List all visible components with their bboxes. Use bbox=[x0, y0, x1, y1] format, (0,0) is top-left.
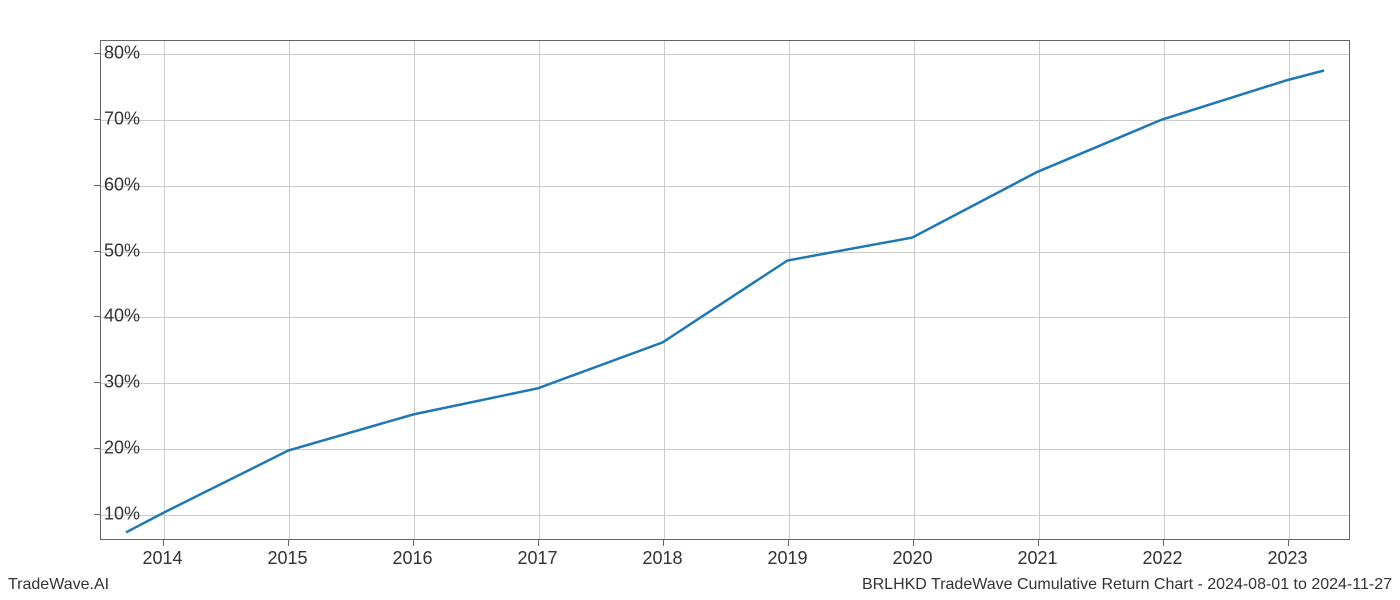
x-tick-mark bbox=[1288, 540, 1289, 546]
x-tick-mark bbox=[663, 540, 664, 546]
x-tick-mark bbox=[413, 540, 414, 546]
x-tick-label: 2014 bbox=[142, 548, 182, 569]
y-tick-mark bbox=[94, 119, 100, 120]
y-tick-label: 40% bbox=[80, 306, 140, 327]
y-tick-mark bbox=[94, 316, 100, 317]
x-tick-mark bbox=[1163, 540, 1164, 546]
y-tick-mark bbox=[94, 53, 100, 54]
y-tick-label: 80% bbox=[80, 43, 140, 64]
y-tick-mark bbox=[94, 514, 100, 515]
y-tick-label: 70% bbox=[80, 108, 140, 129]
x-tick-label: 2019 bbox=[767, 548, 807, 569]
y-tick-label: 60% bbox=[80, 174, 140, 195]
y-tick-label: 10% bbox=[80, 503, 140, 524]
x-tick-label: 2021 bbox=[1017, 548, 1057, 569]
x-tick-label: 2022 bbox=[1142, 548, 1182, 569]
x-tick-label: 2016 bbox=[392, 548, 432, 569]
y-tick-mark bbox=[94, 448, 100, 449]
x-tick-mark bbox=[538, 540, 539, 546]
x-tick-label: 2023 bbox=[1267, 548, 1307, 569]
y-tick-mark bbox=[94, 382, 100, 383]
x-tick-mark bbox=[288, 540, 289, 546]
x-tick-mark bbox=[163, 540, 164, 546]
footer-right-text: BRLHKD TradeWave Cumulative Return Chart… bbox=[862, 576, 1392, 594]
x-tick-label: 2017 bbox=[517, 548, 557, 569]
y-tick-label: 20% bbox=[80, 437, 140, 458]
data-line bbox=[126, 70, 1324, 532]
chart-container bbox=[100, 40, 1350, 540]
x-tick-mark bbox=[788, 540, 789, 546]
line-chart-svg bbox=[101, 41, 1349, 539]
y-tick-mark bbox=[94, 185, 100, 186]
x-tick-mark bbox=[1038, 540, 1039, 546]
footer-left-text: TradeWave.AI bbox=[8, 576, 109, 594]
x-tick-mark bbox=[913, 540, 914, 546]
y-tick-label: 30% bbox=[80, 372, 140, 393]
x-tick-label: 2018 bbox=[642, 548, 682, 569]
x-tick-label: 2020 bbox=[892, 548, 932, 569]
y-tick-mark bbox=[94, 251, 100, 252]
plot-area bbox=[100, 40, 1350, 540]
y-tick-label: 50% bbox=[80, 240, 140, 261]
x-tick-label: 2015 bbox=[267, 548, 307, 569]
